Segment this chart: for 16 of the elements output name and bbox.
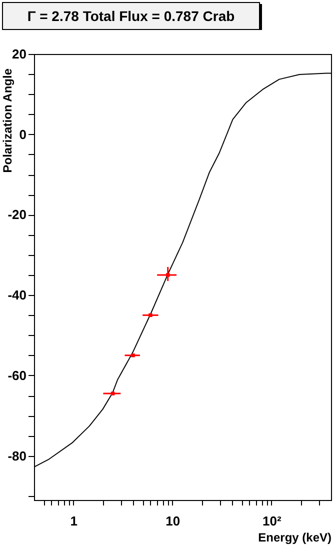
y-axis-title: Polarization Angle bbox=[0, 68, 14, 173]
point bbox=[110, 392, 115, 396]
y-tick-label: -20 bbox=[8, 207, 26, 222]
y-tick-label: 0 bbox=[19, 126, 26, 142]
x-tick-label: 10 bbox=[166, 514, 180, 528]
point bbox=[131, 353, 135, 358]
point bbox=[148, 313, 152, 318]
chart-title: Γ = 2.78 Total Flux = 0.787 Crab bbox=[2, 2, 260, 30]
y-tick-label: -60 bbox=[8, 368, 26, 383]
x-axis-title: Energy (keV) bbox=[258, 530, 332, 544]
y-tick-label: -80 bbox=[8, 448, 26, 464]
x-tick-label: 1 bbox=[70, 514, 78, 528]
y-tick-label: 20 bbox=[12, 46, 26, 62]
y-tick-label: -40 bbox=[8, 288, 26, 303]
x-tick-label: 10² bbox=[262, 514, 282, 528]
point bbox=[166, 273, 170, 277]
